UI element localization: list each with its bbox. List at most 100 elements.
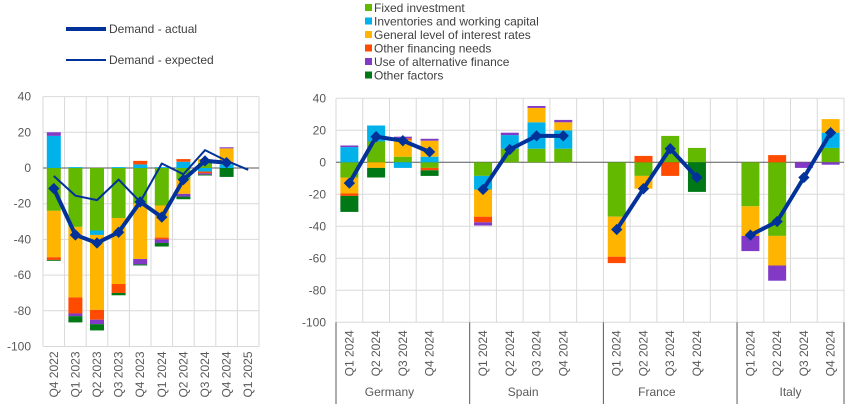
x-tick-label: Q1 2024 bbox=[155, 351, 169, 397]
x-tick-label: Q4 2024 bbox=[824, 330, 838, 376]
line-marker bbox=[220, 156, 233, 169]
x-tick-label: Q4 2023 bbox=[133, 351, 147, 397]
line-demand-actual-italy bbox=[749, 131, 833, 237]
bar-other-financing-needs bbox=[420, 167, 439, 171]
y-tick-label: 40 bbox=[313, 91, 327, 105]
bar-general-level-of-interest-rates bbox=[474, 189, 493, 217]
x-tick-label: Q4 2024 bbox=[690, 330, 704, 376]
bar-fixed-investment bbox=[420, 162, 439, 168]
bar-use-of-alternative-finance bbox=[176, 193, 191, 197]
x-tick-label: Q2 2023 bbox=[90, 351, 104, 397]
line-marker bbox=[477, 183, 489, 196]
bar-other-financing-needs bbox=[176, 159, 191, 162]
x-tick-label: Q4 2024 bbox=[423, 330, 437, 376]
bar-inventories-and-working-capital bbox=[154, 167, 169, 168]
left-chart: 40 20 0 -20 -40 -60 -80 -100 Q4 2022 Q1 2023 Q2 20… bbox=[7, 90, 260, 398]
line-marker bbox=[156, 211, 168, 223]
bar-general-level-of-interest-rates bbox=[527, 107, 546, 123]
x-tick-label: Q1 2024 bbox=[610, 330, 624, 376]
group-label-france: France bbox=[638, 385, 676, 399]
x-tick-label: Q3 2024 bbox=[663, 330, 677, 376]
bar-other-factors bbox=[198, 174, 212, 176]
group-label-germany: Germany bbox=[365, 385, 414, 399]
y-tick-label: -20 bbox=[309, 187, 327, 201]
legend-label: Other financing needs bbox=[374, 42, 491, 56]
bar-inventories-and-working-capital bbox=[68, 167, 83, 168]
bar-other-factors bbox=[46, 259, 61, 261]
x-tick-label: Q2 2024 bbox=[369, 330, 383, 376]
bar-use-of-alternative-finance bbox=[741, 235, 760, 252]
y-tick-label: -60 bbox=[309, 251, 327, 265]
bar-use-of-alternative-finance bbox=[133, 259, 148, 265]
bar-other-factors bbox=[219, 168, 234, 177]
legend-swatch-other-factors bbox=[365, 71, 372, 79]
bar-other-factors bbox=[68, 316, 83, 323]
bar-other-financing-needs bbox=[68, 297, 83, 314]
line-marker bbox=[798, 171, 810, 184]
line-marker bbox=[637, 183, 650, 195]
bar-general-level-of-interest-rates bbox=[367, 162, 386, 168]
bar-general-level-of-interest-rates bbox=[607, 216, 626, 257]
legend-swatch-inventories-and-working-capital bbox=[365, 17, 372, 25]
bar-other-financing-needs bbox=[768, 155, 787, 163]
x-tick-label: Q2 2024 bbox=[503, 330, 517, 376]
x-tick-label: Q1 2024 bbox=[342, 330, 356, 376]
x-tick-label: Q1 2024 bbox=[476, 330, 490, 376]
bar-other-financing-needs bbox=[46, 257, 61, 260]
y-tick-label: -40 bbox=[14, 232, 32, 246]
x-tick-label: Q1 2024 bbox=[743, 330, 757, 376]
line-marker bbox=[691, 171, 703, 184]
y-tick-label: 40 bbox=[18, 90, 32, 104]
y-tick-label: -40 bbox=[309, 219, 327, 233]
bar-inventories-and-working-capital bbox=[46, 135, 61, 168]
bar-fixed-investment bbox=[634, 162, 653, 176]
bar-general-level-of-interest-rates bbox=[821, 119, 840, 133]
bar-fixed-investment bbox=[393, 156, 412, 163]
bar-use-of-alternative-finance bbox=[46, 132, 61, 136]
bar-general-level-of-interest-rates bbox=[90, 234, 104, 310]
bar-fixed-investment bbox=[474, 162, 493, 176]
bar-general-level-of-interest-rates bbox=[768, 235, 787, 266]
x-tick-label: Q3 2024 bbox=[396, 330, 410, 376]
bar-inventories-and-working-capital bbox=[420, 156, 439, 163]
bar-inventories-and-working-capital bbox=[393, 162, 412, 168]
bar-other-financing-needs bbox=[133, 160, 148, 165]
bar-other-financing-needs bbox=[634, 155, 653, 163]
bar-other-factors bbox=[90, 324, 104, 331]
bar-inventories-and-working-capital bbox=[111, 167, 126, 168]
bar-other-financing-needs bbox=[661, 162, 680, 176]
bar-other-factors bbox=[133, 264, 148, 266]
legend-label: General level of interest rates bbox=[374, 28, 531, 42]
group-label-italy: Italy bbox=[780, 385, 802, 399]
line-demand-actual-germany bbox=[347, 134, 431, 185]
bar-other-factors bbox=[340, 195, 359, 212]
bar-general-level-of-interest-rates bbox=[46, 210, 61, 258]
bar-other-financing-needs bbox=[154, 237, 169, 240]
bar-inventories-and-working-capital bbox=[198, 168, 212, 172]
x-tick-label: Q3 2024 bbox=[198, 351, 212, 397]
line-demand-expected bbox=[53, 149, 249, 203]
bar-other-financing-needs bbox=[474, 216, 493, 223]
bar-use-of-alternative-finance bbox=[68, 313, 83, 317]
bar-use-of-alternative-finance bbox=[768, 265, 787, 281]
x-tick-label: Q3 2024 bbox=[797, 330, 811, 376]
bar-use-of-alternative-finance bbox=[554, 119, 573, 123]
legend-swatch-other-financing-needs bbox=[365, 44, 372, 52]
bar-general-level-of-interest-rates bbox=[133, 203, 148, 260]
line-marker bbox=[771, 215, 783, 228]
bar-other-financing-needs bbox=[198, 171, 212, 174]
bar-use-of-alternative-finance bbox=[420, 138, 439, 141]
bar-fixed-investment bbox=[154, 168, 169, 206]
y-tick-label: 20 bbox=[313, 123, 327, 137]
line-marker bbox=[611, 223, 623, 236]
bar-inventories-and-working-capital bbox=[340, 147, 359, 163]
line-marker bbox=[134, 196, 146, 208]
line-demand-actual-spain bbox=[481, 133, 564, 191]
line-marker bbox=[530, 130, 543, 142]
bar-other-factors bbox=[420, 170, 439, 176]
bar-other-financing-needs bbox=[111, 284, 126, 293]
legend-swatch-fixed-investment bbox=[365, 4, 372, 11]
bar-other-financing-needs bbox=[607, 256, 626, 264]
legend-label: Use of alternative finance bbox=[374, 55, 510, 69]
bar-general-level-of-interest-rates bbox=[554, 122, 573, 131]
